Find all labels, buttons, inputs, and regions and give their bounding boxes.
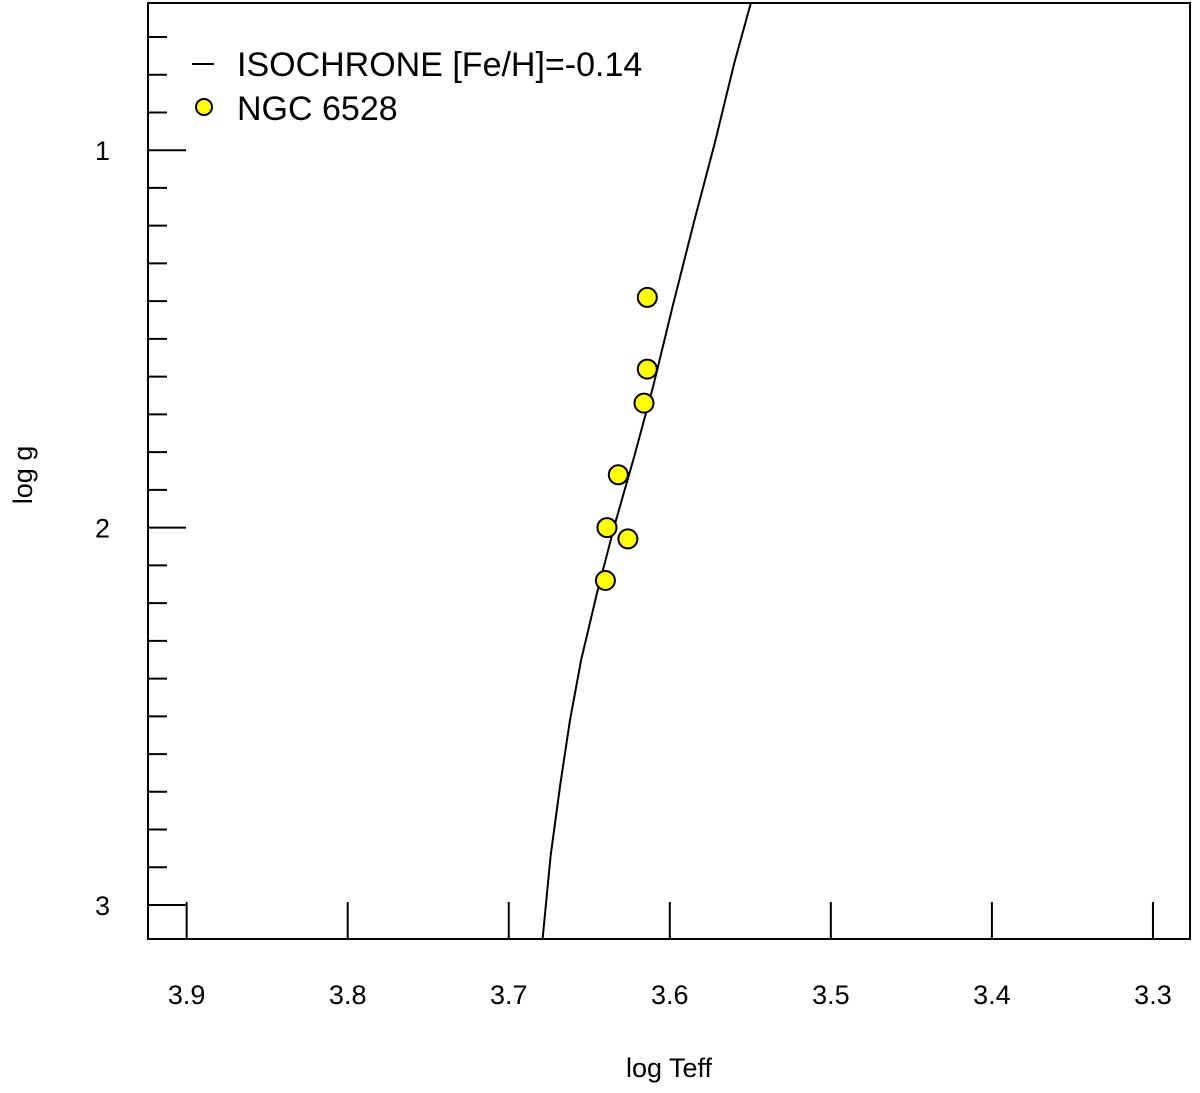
ngc-6528-points [594, 286, 658, 591]
y-axis-tick-labels: 1 2 3 [95, 136, 110, 921]
x-axis-tick-labels: 3.9 3.8 3.7 3.6 3.5 3.4 3.3 [168, 980, 1172, 1010]
y-tick-label: 2 [95, 514, 110, 544]
x-axis-title: log Teff [626, 1053, 713, 1083]
isochrone-line [541, 3, 752, 939]
ngc-6528-point [617, 528, 639, 550]
isochrone-lines [541, 3, 752, 939]
plot-frame [147, 2, 1191, 940]
y-axis-ticks [148, 35, 186, 907]
x-tick-label: 3.4 [973, 980, 1011, 1010]
legend-entry-ngc-6528: NGC 6528 [237, 90, 398, 128]
legend-entry-isochrone: ISOCHRONE [Fe/H]=-0.14 [237, 46, 642, 84]
ngc-6528-point [633, 392, 655, 414]
ngc-6528-point [636, 358, 658, 380]
ngc-6528-point [596, 517, 618, 539]
y-tick-label: 3 [95, 891, 110, 921]
x-axis-ticks [185, 902, 1154, 939]
x-tick-label: 3.7 [490, 980, 528, 1010]
ngc-6528-point [594, 570, 616, 591]
y-tick-label: 1 [95, 136, 110, 166]
x-tick-label: 3.9 [168, 980, 206, 1010]
ngc-6528-point [607, 464, 629, 486]
x-tick-label: 3.8 [329, 980, 367, 1010]
x-tick-label: 3.6 [651, 980, 689, 1010]
legend: ISOCHRONE [Fe/H]=-0.14 NGC 6528 [192, 46, 642, 128]
y-axis-title: log g [8, 446, 38, 505]
ngc-6528-point [636, 286, 658, 308]
x-tick-label: 3.5 [812, 980, 850, 1010]
legend-point-swatch [195, 98, 213, 116]
x-tick-label: 3.3 [1134, 980, 1172, 1010]
